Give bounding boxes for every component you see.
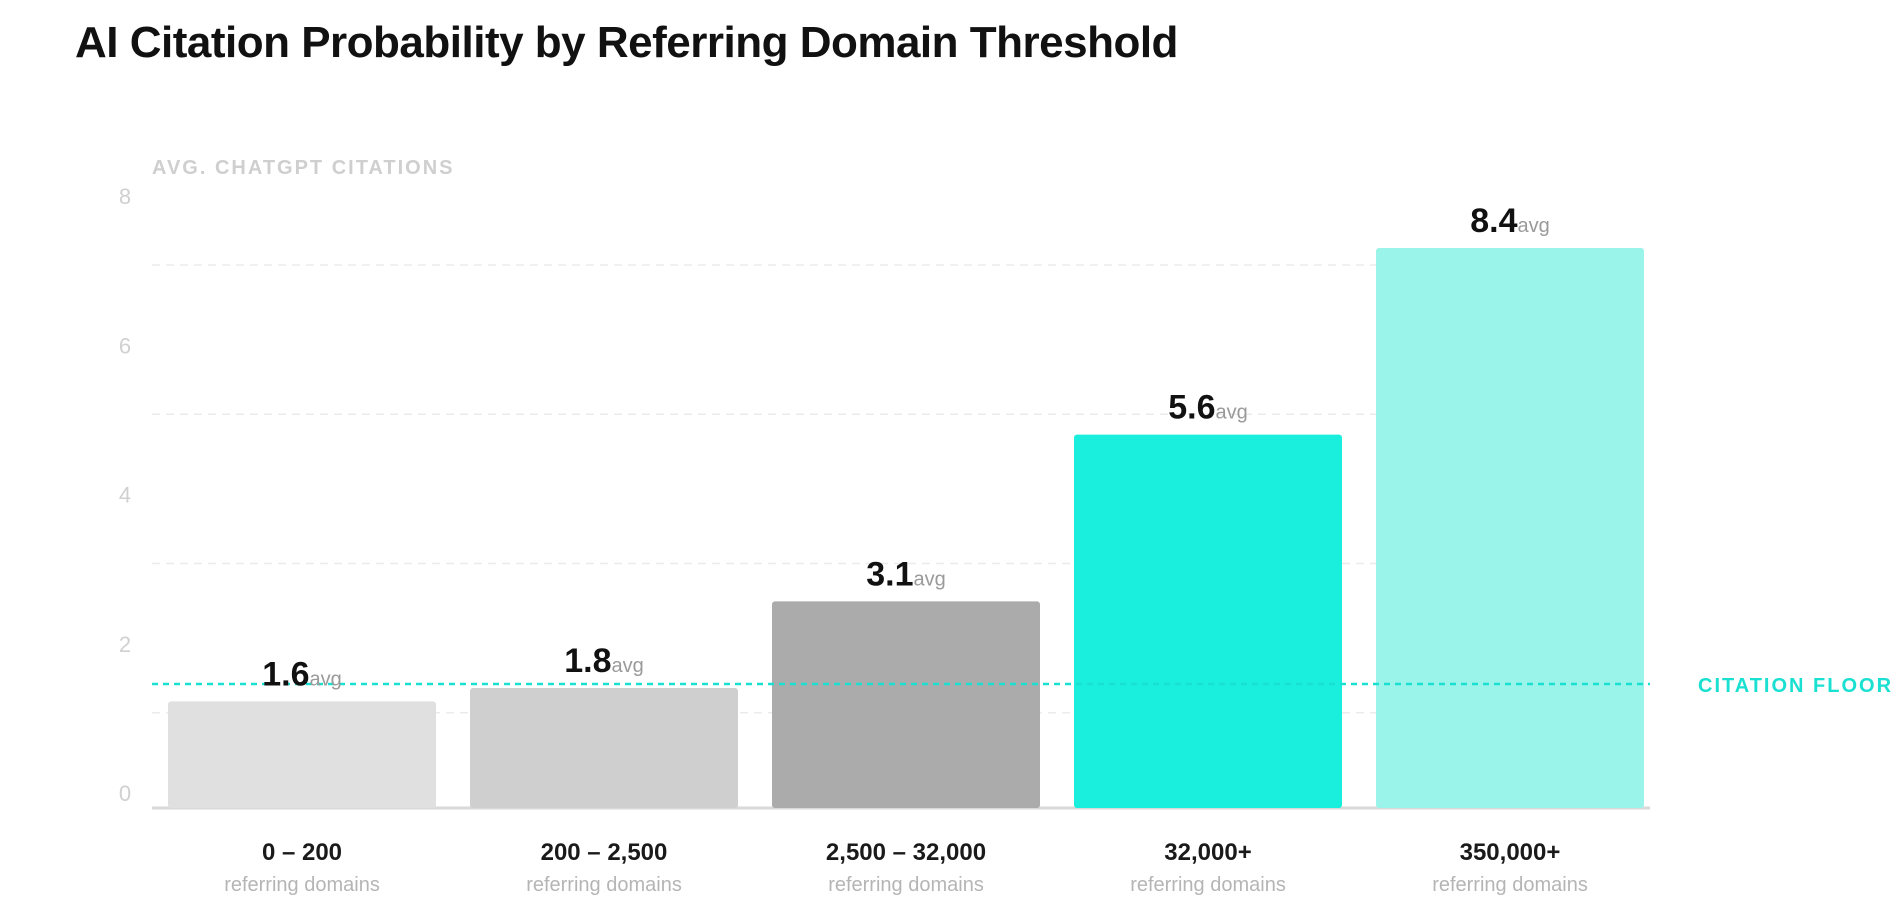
category-label: 32,000+	[1164, 839, 1251, 866]
bar	[168, 701, 436, 808]
value-label: 8.4avg	[1470, 202, 1550, 240]
category-sublabel: referring domains	[1130, 874, 1286, 896]
category-label: 200 – 2,500	[541, 839, 668, 866]
category-sublabel: referring domains	[526, 874, 682, 896]
y-tick-label: 4	[119, 483, 131, 508]
y-tick-label: 8	[119, 184, 131, 209]
bar	[1074, 434, 1342, 808]
category-sublabel: referring domains	[1432, 874, 1588, 896]
value-label: 3.1avg	[866, 555, 946, 593]
value-label: 5.6avg	[1168, 389, 1248, 427]
value-labels: 1.6avg 1.8avg 3.1avg 5.6avg 8.4avg	[262, 202, 1550, 693]
category-sublabel: referring domains	[224, 874, 380, 896]
y-tick-label: 2	[119, 632, 131, 657]
category-sublabel: referring domains	[828, 874, 984, 896]
chart-title: AI Citation Probability by Referring Dom…	[75, 18, 1178, 67]
y-tick-label: 6	[119, 333, 131, 358]
y-axis-label: AVG. CHATGPT CITATIONS	[152, 157, 455, 179]
y-tick-label: 0	[119, 781, 131, 806]
value-label: 1.8avg	[564, 642, 644, 680]
bar	[1376, 248, 1644, 808]
category-label: 0 – 200	[262, 839, 342, 866]
category-label: 2,500 – 32,000	[826, 839, 986, 866]
citation-floor-label: CITATION FLOOR	[1698, 675, 1893, 697]
category-label: 350,000+	[1460, 839, 1561, 866]
bars	[168, 248, 1644, 808]
citation-floor: CITATION FLOOR	[152, 675, 1893, 697]
category-labels: 0 – 200 referring domains 200 – 2,500 refer…	[224, 839, 1588, 896]
bar	[772, 601, 1040, 808]
value-label: 1.6avg	[262, 655, 342, 693]
bar	[470, 688, 738, 808]
